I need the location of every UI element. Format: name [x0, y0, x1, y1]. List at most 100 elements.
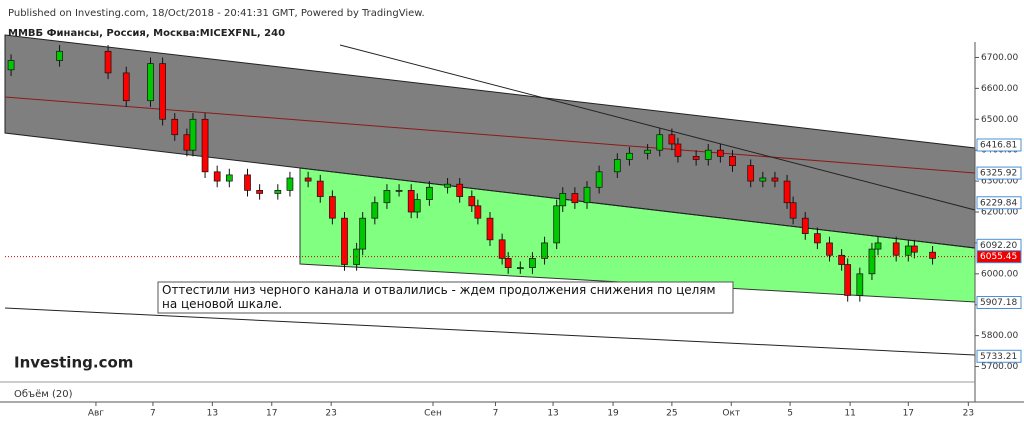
candle-body: [868, 248, 876, 275]
plot-area: [4, 34, 976, 356]
y-tick-label: 5800.00: [981, 331, 1018, 341]
candle-body: [444, 183, 451, 188]
candle-body: [286, 177, 294, 191]
candle-body: [729, 156, 736, 166]
y-tick-label: 6200.00: [981, 208, 1018, 218]
candle-body: [171, 118, 179, 136]
candle-body: [759, 177, 767, 182]
candle-body: [626, 152, 633, 160]
level-label-box: [976, 196, 1022, 210]
level-label: 6325.92: [980, 169, 1017, 179]
candle-body: [553, 205, 561, 244]
y-tick-label: 6300.00: [981, 177, 1018, 187]
candle-body: [159, 63, 166, 120]
candle-body: [838, 254, 845, 265]
candle-body: [783, 180, 791, 204]
level-label: 6055.45: [980, 252, 1017, 262]
candle-body: [704, 149, 712, 160]
candle-body: [407, 190, 415, 213]
candle-body: [371, 202, 379, 219]
x-tick-label: 7: [150, 409, 156, 419]
candle-body: [559, 193, 567, 207]
candle-body: [541, 242, 548, 259]
level-label: 6229.84: [980, 198, 1017, 208]
candle-body: [147, 63, 154, 102]
candle-body: [341, 217, 348, 265]
x-tick-label: 13: [547, 409, 558, 419]
level-label-box: [976, 250, 1022, 264]
y-tick-label: 6600.00: [981, 84, 1018, 94]
candle-body: [529, 258, 536, 268]
x-tick-label: 23: [963, 409, 974, 419]
y-tick-label: 5700.00: [981, 362, 1018, 372]
header: Published on Investing.com, 18/Oct/2018 …: [8, 8, 425, 19]
candle-body: [844, 264, 852, 296]
candle-body: [486, 217, 494, 241]
candle-body: [571, 193, 579, 204]
x-tick-label: 23: [325, 409, 336, 419]
candle-body: [583, 186, 591, 204]
candle-body: [498, 239, 506, 259]
candle-body: [201, 118, 209, 173]
candle-body: [456, 183, 464, 197]
annotation-box: [157, 281, 734, 314]
x-tick-label: 13: [207, 409, 218, 419]
candle-body: [644, 149, 651, 154]
candle-body: [395, 190, 403, 192]
level-label: 5733.21: [980, 352, 1017, 362]
x-tick-label: 25: [666, 409, 677, 419]
channel-midline: [4, 96, 976, 174]
level-label-box: [976, 166, 1022, 180]
candle-body: [904, 245, 912, 256]
candle-body: [225, 174, 233, 182]
candle-body: [856, 273, 864, 296]
level-label: 6416.81: [980, 140, 1017, 150]
y-tick-label: 6000.00: [981, 269, 1018, 279]
x-tick-label: Окт: [722, 409, 740, 419]
candle-body: [717, 149, 724, 157]
candle-body: [929, 251, 936, 259]
candle-body: [814, 233, 821, 244]
volume-label: Объём (20): [14, 389, 73, 400]
candle-body: [104, 50, 112, 74]
candle-body: [801, 217, 809, 234]
x-tick-label: 19: [607, 409, 619, 419]
candle-body: [122, 72, 130, 102]
x-tick-label: 17: [266, 409, 277, 419]
candle-body: [189, 118, 197, 151]
candle-body: [692, 156, 700, 160]
level-label-box: [976, 349, 1022, 363]
candle-body: [656, 134, 664, 151]
lower-line: [4, 307, 976, 356]
level-label-box: [976, 138, 1022, 152]
candle-body: [413, 199, 421, 213]
level-label: 6092.20: [980, 241, 1017, 251]
candle-body: [874, 242, 882, 250]
x-tick-label: 17: [903, 409, 914, 419]
candle-body: [256, 190, 263, 194]
candle-body: [892, 242, 900, 256]
candle-body: [329, 196, 336, 219]
x-tick-label: 11: [844, 409, 855, 419]
candle-body: [213, 171, 221, 182]
candle-body: [304, 177, 312, 182]
x-tick-label: 5: [787, 409, 793, 419]
annotation-text: Оттестили низ черного канала и отвалилис…: [162, 283, 716, 311]
candle-body: [7, 60, 15, 71]
candle-body: [183, 134, 191, 151]
candle-body: [516, 267, 524, 269]
candle-body: [383, 190, 391, 204]
annotation: Оттестили низ черного канала и отвалилис…: [162, 283, 716, 311]
chart-title: ММВБ Финансы, Россия, Москва:MICEXFNL, 2…: [8, 28, 285, 39]
candle-body: [911, 245, 918, 253]
candle-body: [613, 159, 621, 173]
candle-body: [426, 186, 433, 200]
candle-body: [504, 258, 512, 268]
candle-body: [274, 190, 282, 194]
candle-body: [56, 50, 63, 61]
candle-body: [244, 174, 251, 191]
candle-body: [468, 196, 476, 207]
trend-line: [339, 44, 976, 211]
candle-body: [474, 205, 482, 219]
